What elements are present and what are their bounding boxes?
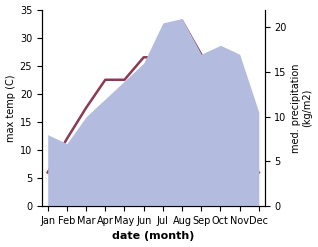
X-axis label: date (month): date (month) xyxy=(112,231,194,242)
Y-axis label: med. precipitation
(kg/m2): med. precipitation (kg/m2) xyxy=(291,63,313,153)
Y-axis label: max temp (C): max temp (C) xyxy=(5,74,16,142)
